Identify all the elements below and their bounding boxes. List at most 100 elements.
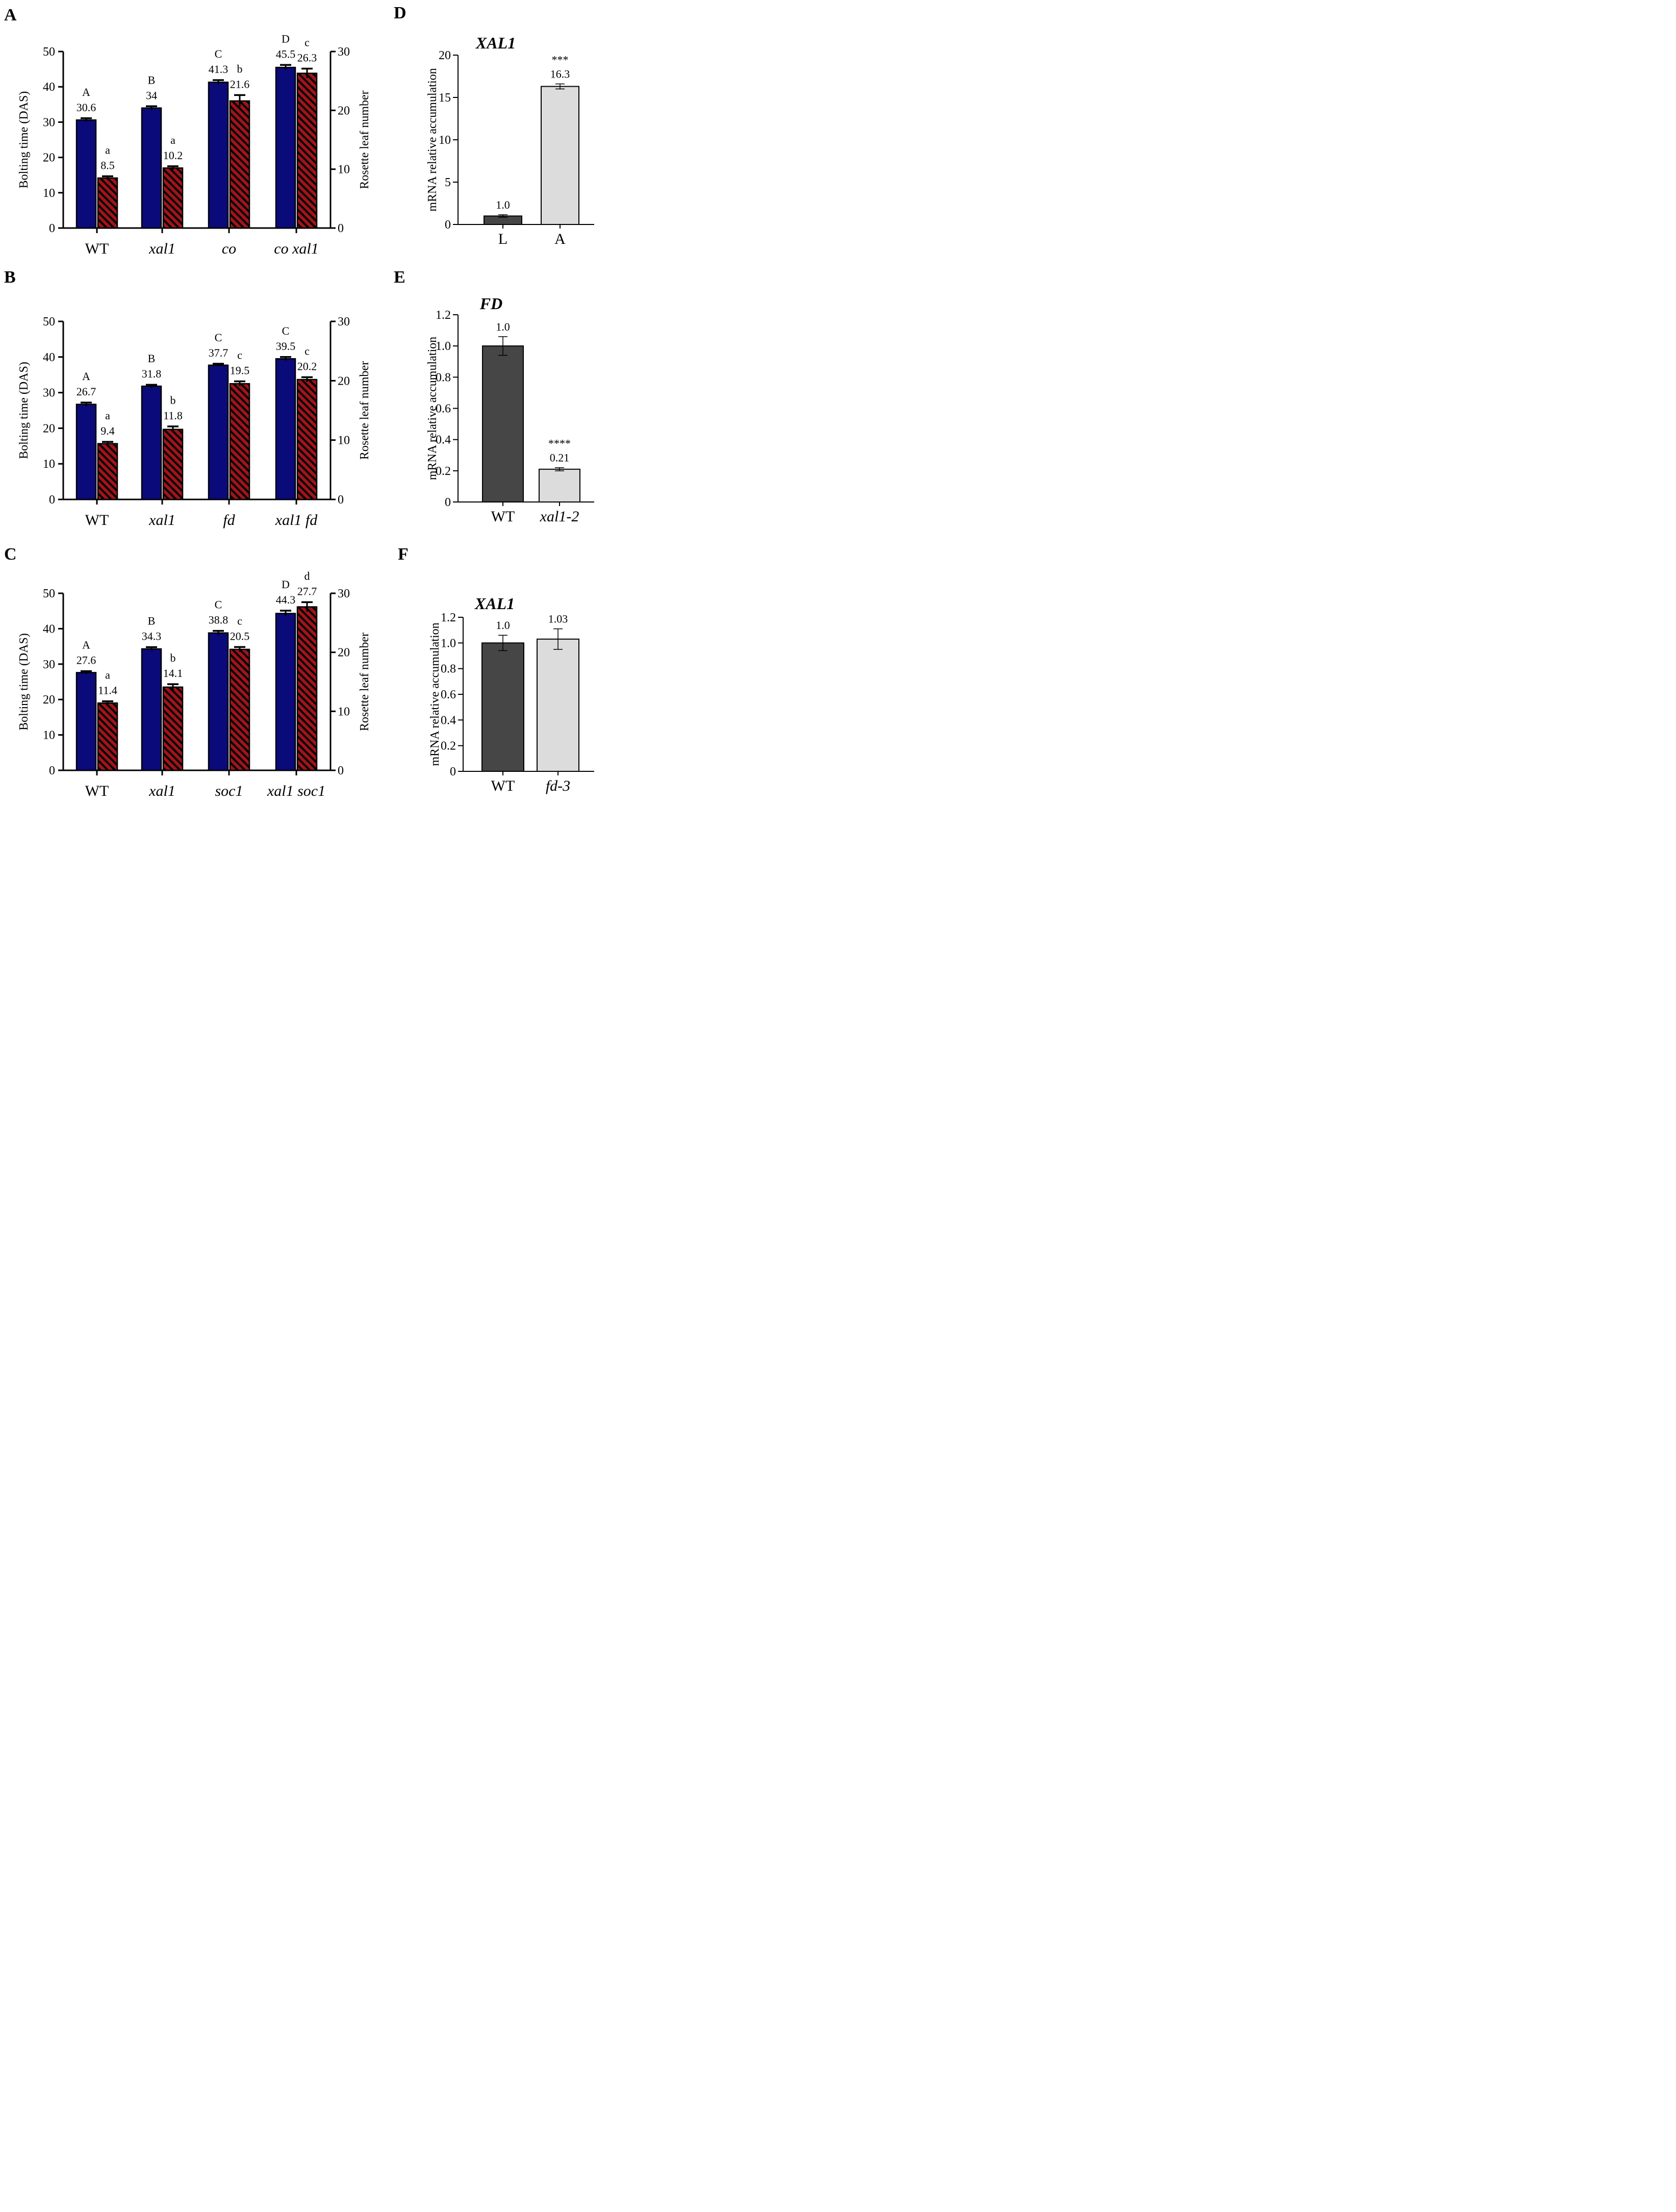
significance-letter: D (282, 32, 290, 45)
data-label: 19.5 (230, 364, 250, 376)
y-tick-label-left: 20 (43, 693, 55, 707)
y-tick-label-left: 50 (43, 45, 55, 59)
y-tick-label-left: 40 (43, 81, 55, 94)
x-tick-label: WT (85, 512, 109, 529)
y-tick-label: 15 (439, 91, 451, 105)
y-tick-label-right: 20 (338, 646, 350, 660)
significance-letter: c (237, 614, 242, 627)
y-tick-label-right: 0 (338, 222, 344, 235)
data-label: 45.5 (276, 47, 296, 60)
y-tick-label: 0.8 (436, 371, 451, 384)
bar-bolting-time (208, 364, 229, 500)
x-tick-label: xal1 (148, 783, 175, 799)
data-label: 27.6 (77, 654, 96, 667)
panel-letter-b: B (4, 268, 16, 287)
data-label: 26.7 (77, 385, 96, 398)
data-label: 30.6 (77, 101, 96, 114)
data-label: 1.0 (496, 198, 510, 211)
panel-letter-f: F (398, 545, 409, 564)
bar-rosette-leaf (97, 443, 118, 500)
x-tick-label: xal1 (148, 512, 175, 529)
chart-panel-c: 0 10 20 30 40 50 0 10 20 30 Bolting time (DAS) Rose… (17, 569, 371, 799)
significance-letter: d (304, 569, 310, 582)
y-tick-label: 0.4 (436, 434, 451, 447)
panel-letter-a: A (4, 6, 17, 24)
y-tick-label-left: 10 (43, 458, 55, 471)
y-tick-label: 10 (439, 134, 451, 147)
y-tick-label: 0 (450, 765, 456, 778)
y-tick-label-left: 30 (43, 116, 55, 129)
data-label: 34.3 (142, 630, 162, 642)
data-label: 41.3 (209, 63, 228, 76)
data-label: 37.7 (209, 346, 228, 359)
y-tick-label-left: 50 (43, 587, 55, 600)
chart-title: XAL1 (475, 34, 516, 52)
y-axis-title: mRNA relative accumulation (428, 622, 442, 766)
data-label: 31.8 (142, 367, 162, 380)
y-tick-label-right: 20 (338, 104, 350, 117)
y-axis-title-right: Rosette leaf number (358, 633, 371, 731)
panel-letter-e: E (394, 268, 405, 287)
significance-letter: b (170, 651, 176, 664)
x-tick-label: WT (85, 240, 109, 257)
chart-panel-e: 0 0.2 0.4 0.6 0.8 1.0 1.2 mRNA relative accumul… (426, 294, 594, 525)
significance-letter: A (82, 370, 90, 383)
x-tick-label: fd (223, 512, 235, 529)
data-label: 1.0 (496, 320, 510, 333)
bar-treatment (537, 638, 579, 772)
significance-letter: C (215, 331, 222, 344)
bar-bolting-time (75, 672, 97, 771)
y-tick-label-left: 20 (43, 422, 55, 435)
y-axis-title-left: Bolting time (DAS) (17, 633, 31, 731)
x-tick-label: fd-3 (546, 777, 570, 794)
data-label: 10.2 (163, 149, 183, 162)
y-axis-title-right: Rosette leaf number (358, 361, 371, 460)
data-label: 20.2 (297, 360, 317, 372)
data-label: 1.0 (496, 619, 510, 632)
y-tick-label: 1.0 (436, 340, 451, 353)
data-label: 11.4 (98, 684, 117, 697)
y-tick-label: 0 (445, 496, 451, 509)
significance-letter: A (82, 639, 90, 651)
bar-bolting-time (141, 107, 162, 229)
bar-bolting-time (208, 632, 229, 771)
significance-letter: a (105, 669, 110, 682)
y-tick-label: 0 (445, 218, 451, 232)
y-tick-label-right: 30 (338, 587, 350, 600)
significance-stars: *** (552, 53, 569, 66)
data-label: 34 (146, 89, 157, 102)
y-tick-label-right: 10 (338, 705, 350, 718)
x-tick-label: co (222, 240, 236, 257)
chart-title: XAL1 (474, 594, 515, 613)
y-tick-label: 0.2 (441, 740, 456, 753)
y-tick-label: 1.0 (441, 637, 456, 650)
bar-rosette-leaf (229, 648, 250, 771)
data-label: 38.8 (209, 614, 228, 626)
y-tick-label-left: 0 (49, 764, 55, 777)
data-label: 1.03 (548, 613, 568, 625)
bar-rosette-leaf (296, 606, 318, 771)
bar-bolting-time (208, 81, 229, 229)
significance-letter: C (215, 598, 222, 611)
data-label: 0.21 (550, 451, 570, 464)
data-label: 20.5 (230, 630, 250, 642)
y-tick-label: 1.2 (441, 611, 456, 624)
x-tick-label: A (554, 231, 566, 247)
bar-bolting-time (75, 404, 97, 500)
significance-letter: C (215, 47, 222, 60)
significance-letter: b (170, 394, 176, 407)
data-label: 9.4 (100, 424, 115, 437)
y-axis-title-left: Bolting time (DAS) (17, 362, 31, 459)
bar-treatment (541, 86, 579, 225)
y-tick-label-right: 10 (338, 434, 350, 447)
bar-bolting-time (275, 66, 296, 229)
y-axis-title: mRNA relative accumulation (426, 68, 439, 211)
significance-letter: c (304, 344, 310, 357)
bar-bolting-time (141, 385, 162, 500)
bar-bolting-time (275, 358, 296, 500)
bar-rosette-leaf (229, 100, 250, 229)
significance-letter: c (237, 348, 242, 361)
y-tick-label: 0.6 (436, 403, 451, 416)
x-tick-label: soc1 (215, 783, 243, 799)
y-tick-label: 20 (439, 49, 451, 62)
